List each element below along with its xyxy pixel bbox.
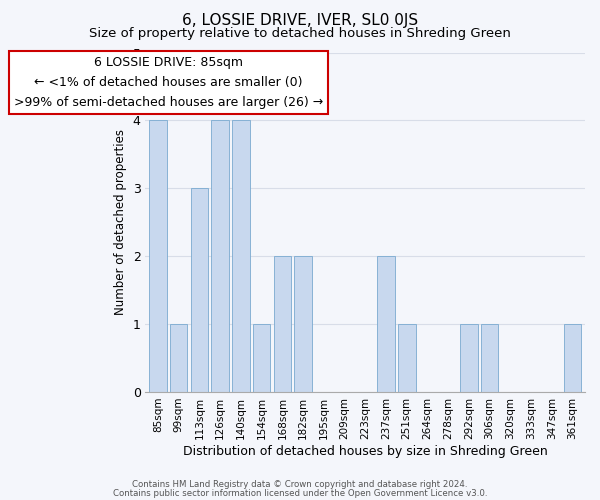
Bar	[211, 120, 229, 392]
Bar	[460, 324, 478, 392]
Y-axis label: Number of detached properties: Number of detached properties	[114, 129, 127, 315]
Text: Size of property relative to detached houses in Shreding Green: Size of property relative to detached ho…	[89, 28, 511, 40]
Bar	[294, 256, 312, 392]
Text: 6 LOSSIE DRIVE: 85sqm
← <1% of detached houses are smaller (0)
>99% of semi-deta: 6 LOSSIE DRIVE: 85sqm ← <1% of detached …	[14, 56, 323, 109]
X-axis label: Distribution of detached houses by size in Shreding Green: Distribution of detached houses by size …	[183, 444, 548, 458]
Text: Contains HM Land Registry data © Crown copyright and database right 2024.: Contains HM Land Registry data © Crown c…	[132, 480, 468, 489]
Text: Contains public sector information licensed under the Open Government Licence v3: Contains public sector information licen…	[113, 490, 487, 498]
Bar	[481, 324, 499, 392]
Bar	[191, 188, 208, 392]
Bar	[377, 256, 395, 392]
Bar	[564, 324, 581, 392]
Bar	[232, 120, 250, 392]
Bar	[149, 120, 167, 392]
Bar	[398, 324, 416, 392]
Text: 6, LOSSIE DRIVE, IVER, SL0 0JS: 6, LOSSIE DRIVE, IVER, SL0 0JS	[182, 12, 418, 28]
Bar	[253, 324, 271, 392]
Bar	[170, 324, 187, 392]
Bar	[274, 256, 291, 392]
